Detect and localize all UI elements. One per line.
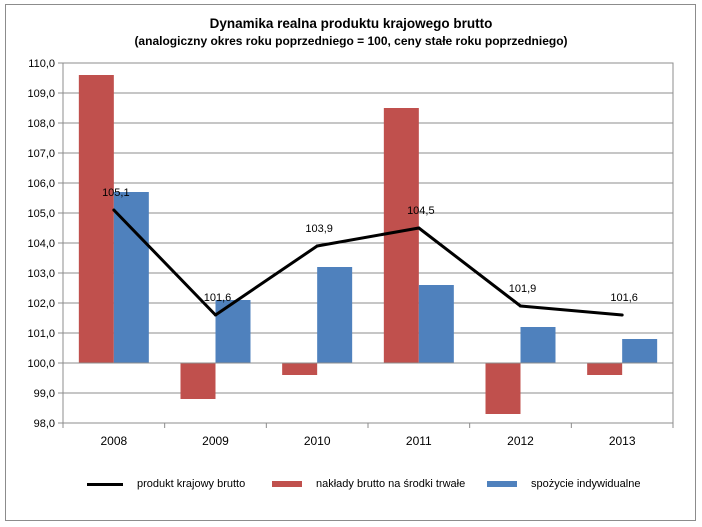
data-label-pkb: 101,9 bbox=[509, 283, 537, 295]
legend-label-pkb: produkt krajowy brutto bbox=[137, 478, 246, 490]
y-tick-label: 100,0 bbox=[27, 358, 55, 370]
bar-spozycie bbox=[622, 339, 658, 363]
legend-item-naklady: nakłady brutto na środki trwałe bbox=[272, 478, 465, 490]
line-pkb bbox=[112, 208, 623, 317]
y-tick-label: 102,0 bbox=[27, 298, 55, 310]
legend-swatch-naklady bbox=[272, 481, 302, 487]
point-pkb bbox=[620, 313, 624, 317]
x-tick-label: 2008 bbox=[100, 434, 127, 448]
legend-label-naklady: nakłady brutto na środki trwałe bbox=[316, 478, 466, 490]
x-tick-label: 2009 bbox=[202, 434, 229, 448]
legend-swatch-pkb bbox=[87, 482, 123, 486]
y-tick-label: 104,0 bbox=[27, 238, 55, 250]
legend-item-pkb: produkt krajowy brutto bbox=[87, 478, 245, 490]
y-tick-label: 103,0 bbox=[27, 268, 55, 280]
bar-naklady bbox=[587, 363, 623, 375]
data-label-pkb: 101,6 bbox=[610, 292, 638, 304]
y-tick-label: 99,0 bbox=[34, 388, 55, 400]
chart-subtitle: (analogiczny okres roku poprzedniego = 1… bbox=[134, 34, 568, 48]
y-tick-label: 106,0 bbox=[27, 178, 55, 190]
point-pkb bbox=[417, 226, 421, 230]
bar-naklady bbox=[78, 75, 114, 363]
chart-legend: produkt krajowy brutto nakłady brutto na… bbox=[0, 470, 702, 500]
data-label-pkb: 101,6 bbox=[204, 292, 232, 304]
point-pkb bbox=[214, 313, 217, 317]
legend-item-spozycie: spożycie indywidualne bbox=[487, 478, 640, 490]
chart-title: Dynamika realna produktu krajowego brutt… bbox=[209, 16, 493, 31]
bar-spozycie bbox=[418, 285, 454, 363]
data-label-pkb: 105,1 bbox=[102, 187, 130, 199]
y-tick-label: 101,0 bbox=[27, 328, 55, 340]
y-tick-label: 107,0 bbox=[27, 148, 55, 160]
legend-label-spozycie: spożycie indywidualne bbox=[531, 478, 641, 490]
bar-naklady bbox=[180, 363, 216, 399]
y-tick-label: 109,0 bbox=[27, 88, 55, 100]
bar-naklady bbox=[282, 363, 318, 375]
x-tick-label: 2012 bbox=[507, 434, 534, 448]
x-tick-label: 2013 bbox=[609, 434, 636, 448]
y-tick-label: 105,0 bbox=[27, 208, 55, 220]
bar-spozycie bbox=[113, 192, 149, 363]
bar-spozycie bbox=[215, 300, 251, 363]
data-label-pkb: 104,5 bbox=[407, 205, 435, 217]
x-tick-label: 2010 bbox=[304, 434, 331, 448]
bar-spozycie bbox=[520, 327, 556, 363]
bar-spozycie bbox=[317, 267, 353, 363]
bar-naklady bbox=[485, 363, 521, 414]
data-label-pkb: 103,9 bbox=[305, 223, 333, 235]
point-pkb bbox=[112, 208, 116, 212]
point-pkb bbox=[519, 304, 522, 308]
bar-naklady bbox=[383, 108, 419, 363]
y-tick-label: 110,0 bbox=[28, 58, 55, 70]
legend-swatch-spozycie bbox=[487, 481, 517, 487]
y-tick-label: 98,0 bbox=[34, 418, 55, 430]
y-tick-label: 108,0 bbox=[27, 118, 55, 130]
point-pkb bbox=[315, 244, 319, 248]
x-tick-label: 2011 bbox=[406, 434, 432, 448]
